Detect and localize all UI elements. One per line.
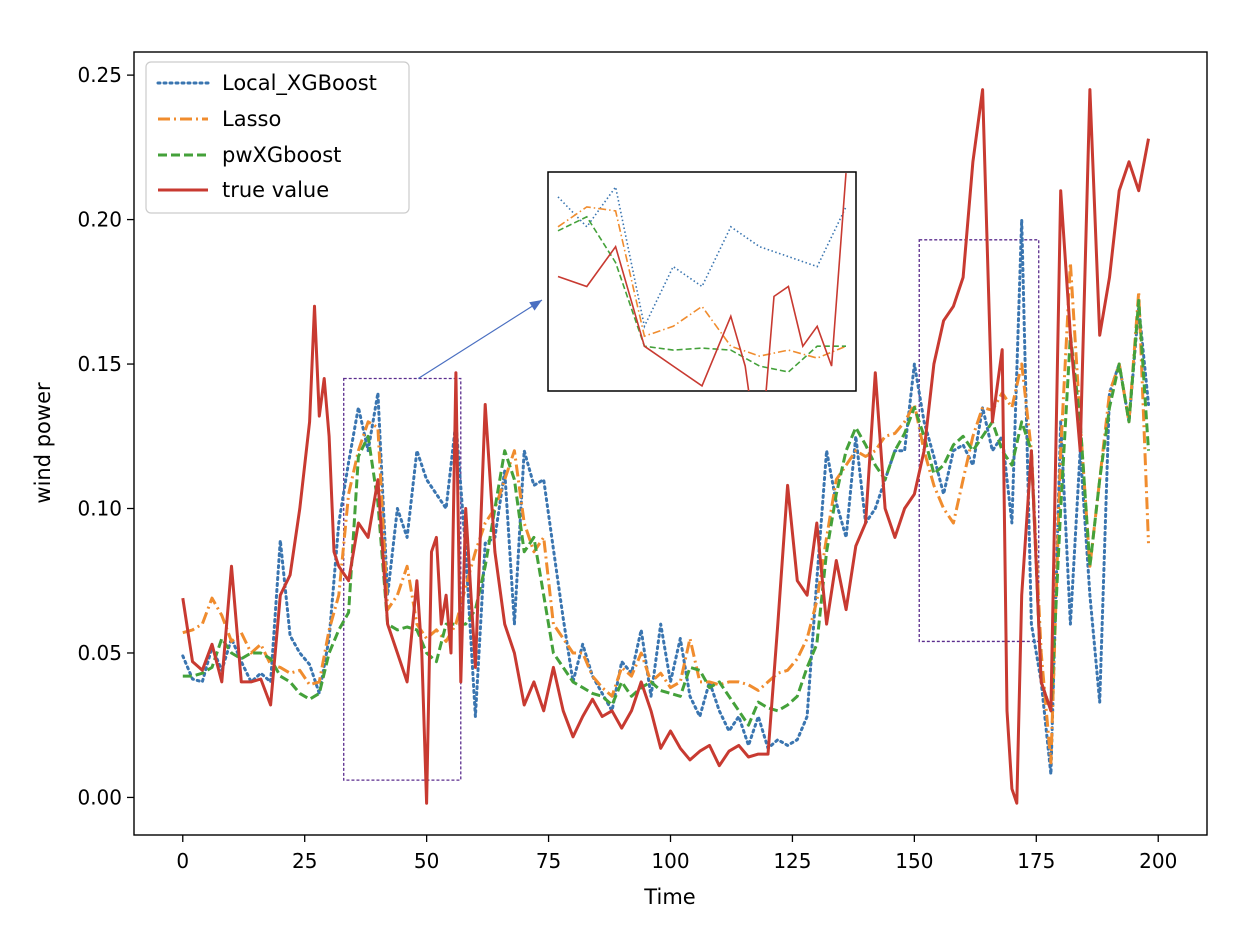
zoom-highlight-box-1: [343, 377, 462, 781]
x-tick-label: 150: [895, 849, 933, 873]
inset-series-line-lasso: [557, 206, 847, 359]
y-tick-label: 0.25: [77, 63, 122, 87]
inset-series-line-pwxgboost: [557, 215, 846, 373]
legend-label-lasso: Lasso: [222, 107, 281, 131]
x-tick-label: 0: [176, 849, 189, 873]
legend: Local_XGBoost Lasso pwXGboost true value: [145, 61, 410, 214]
inset-arrow-line: [417, 299, 543, 379]
y-axis-label: wind power: [31, 382, 55, 504]
x-tick-label: 25: [292, 849, 317, 873]
y-tick-label: 0.00: [77, 785, 122, 809]
y-tick-label: 0.10: [77, 497, 122, 521]
highlight-boxes: [343, 239, 1040, 781]
x-tick-label: 125: [773, 849, 811, 873]
legend-label-true-value: true value: [222, 178, 329, 202]
inset-frame: [547, 171, 857, 392]
series-line-pwxgboost: [182, 299, 1150, 727]
series-line-lasso: [182, 261, 1150, 765]
x-axis-ticks: 0 25 50 75 100 125 150 175 200: [176, 835, 1177, 873]
zoom-highlight-box-2: [918, 239, 1040, 643]
x-tick-label: 200: [1139, 849, 1177, 873]
inset-series-line-local-xgboost: [557, 185, 847, 329]
x-tick-label: 100: [651, 849, 689, 873]
x-tick-label: 175: [1017, 849, 1055, 873]
legend-label-local-xgboost: Local_XGBoost: [222, 71, 377, 96]
series-layer: [181, 88, 1150, 805]
x-axis-label: Time: [643, 885, 695, 909]
inset-series-line-true-value: [557, 173, 847, 391]
y-tick-label: 0.20: [77, 208, 122, 232]
inset-panel: [417, 171, 857, 392]
series-line-local-xgboost: [181, 218, 1150, 776]
series-line-true-value: [181, 88, 1150, 805]
x-tick-label: 50: [414, 849, 439, 873]
y-tick-label: 0.05: [77, 641, 122, 665]
x-tick-label: 75: [536, 849, 561, 873]
legend-label-pwxgboost: pwXGboost: [222, 143, 341, 167]
legend-box: [145, 61, 410, 214]
y-tick-label: 0.15: [77, 352, 122, 376]
y-axis-ticks: 0.00 0.05 0.10 0.15 0.20 0.25: [77, 63, 134, 809]
inset-arrow-head: [529, 300, 542, 311]
